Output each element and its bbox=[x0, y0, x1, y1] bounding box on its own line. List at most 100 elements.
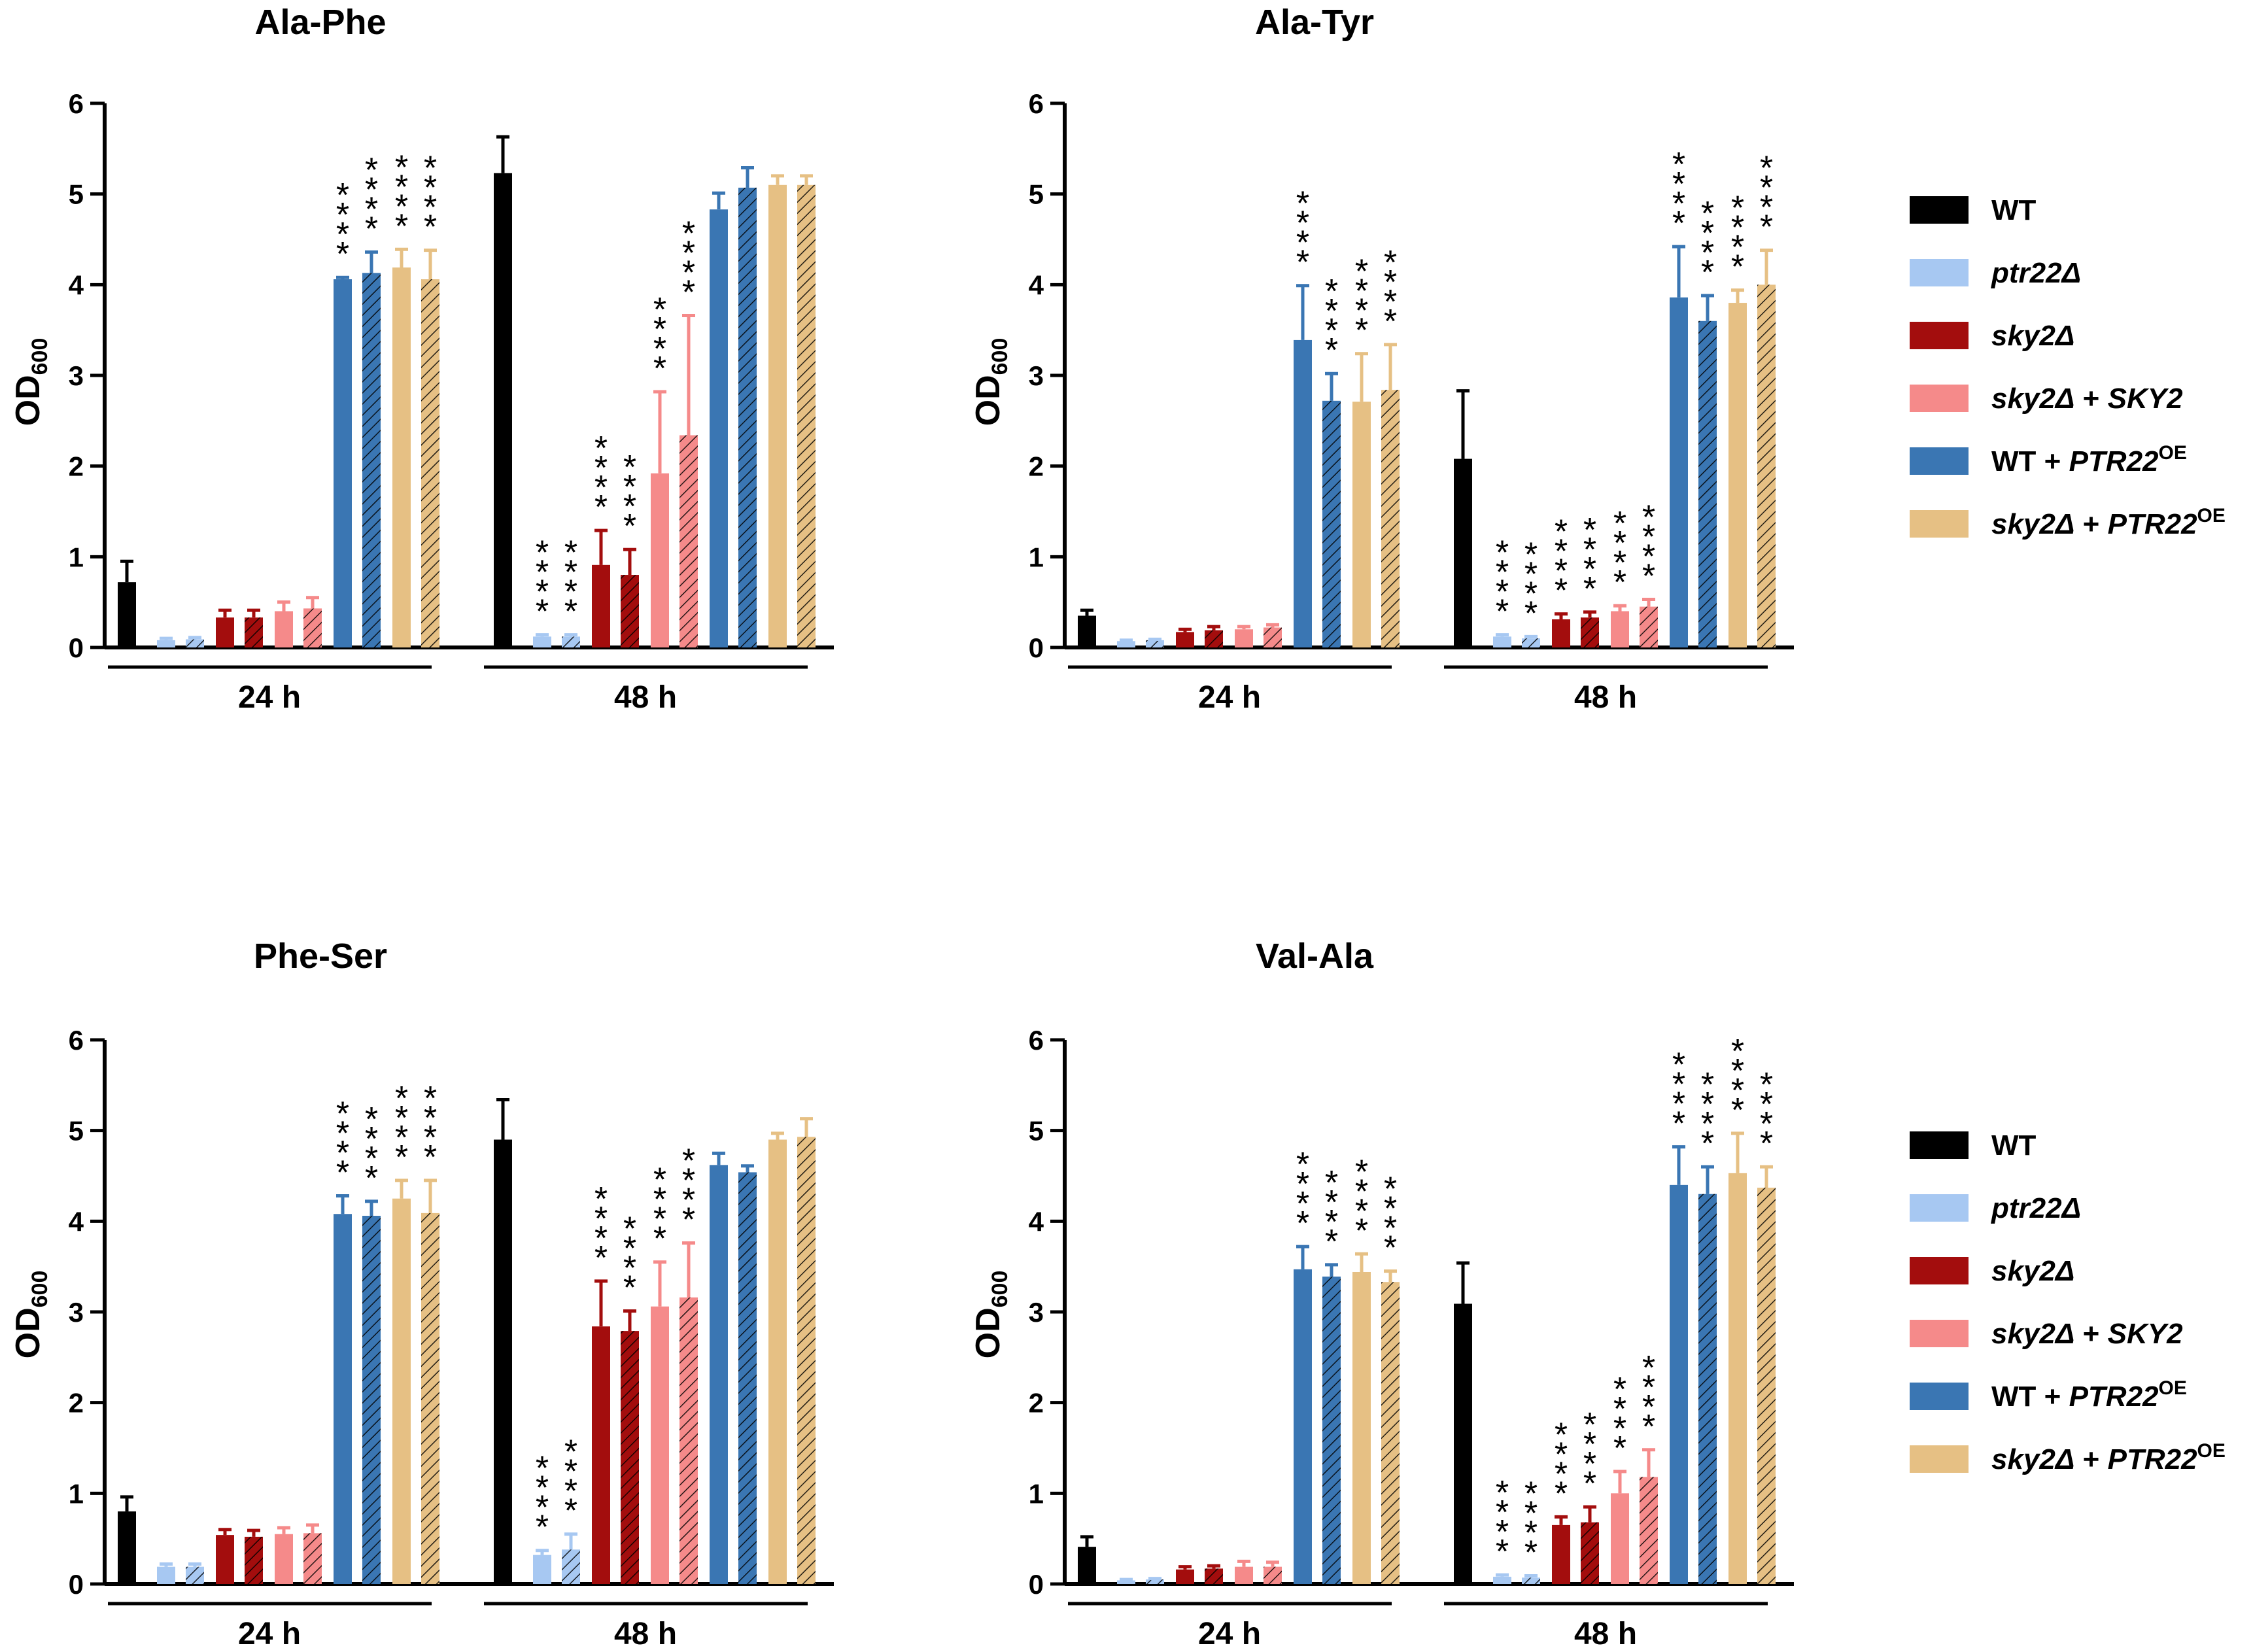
significance-stars: **** bbox=[1760, 150, 1773, 247]
bar-48-h-wt-ptr22oe bbox=[1670, 1184, 1688, 1584]
bar-24-h-sky2 bbox=[216, 1535, 234, 1584]
bar-48-h-sky2 bbox=[1552, 1524, 1570, 1584]
bar-48-h-ptr22 bbox=[533, 636, 551, 647]
panel-ala-phe: Ala-Phe OD600 0 1 2 3 4 5 6 **** **** **** **** 24 … bbox=[9, 3, 834, 715]
y-tick-label: 2 bbox=[69, 451, 84, 482]
legend-label: ptr22Δ bbox=[1991, 1192, 2081, 1224]
significance-stars: **** bbox=[1672, 1046, 1685, 1143]
chart-title: Phe-Ser bbox=[254, 937, 387, 976]
y-tick-label: 0 bbox=[69, 632, 84, 663]
plot-area: 0 1 2 3 4 5 6 **** **** **** **** 24 h **** **** **** *… bbox=[69, 1025, 834, 1651]
significance-stars: **** bbox=[623, 449, 636, 545]
bar-24-h-sky2 bbox=[216, 617, 234, 647]
y-axis-label: OD600 bbox=[969, 1271, 1012, 1359]
y-tick-label: 2 bbox=[1029, 451, 1044, 482]
bar-hatch bbox=[1757, 1188, 1776, 1584]
legend-label: WT bbox=[1991, 1129, 2037, 1162]
legend-label: sky2Δ + PTR22OE bbox=[1991, 1440, 2226, 1475]
chart-title: Ala-Phe bbox=[254, 3, 386, 42]
y-axis-label: OD600 bbox=[9, 1271, 52, 1359]
bar-24-h-sky2 bbox=[1176, 632, 1194, 647]
bar-48-h-wt bbox=[494, 1139, 512, 1584]
legend-swatch-wt bbox=[1910, 1131, 1969, 1159]
significance-stars: **** bbox=[1731, 1033, 1744, 1129]
significance-stars: **** bbox=[653, 1162, 666, 1258]
bar-24-h-sky2-ptr22oe bbox=[392, 267, 411, 647]
legend-swatch-sky2-ptr22oe bbox=[1910, 510, 1969, 538]
bar-hatch bbox=[421, 279, 439, 648]
bar-hatch bbox=[1522, 638, 1540, 647]
bar-24-h-sky2-ptr22oe bbox=[1352, 402, 1371, 647]
significance-stars: **** bbox=[564, 1434, 577, 1530]
significance-stars: **** bbox=[395, 148, 408, 245]
y-tick-label: 5 bbox=[1029, 1116, 1044, 1146]
significance-stars: **** bbox=[336, 1095, 349, 1192]
panel-val-ala: Val-Ala OD600 0 1 2 3 4 5 6 **** **** **** **** 24 … bbox=[969, 937, 1794, 1651]
y-tick-label: 4 bbox=[69, 1206, 84, 1237]
bar-hatch bbox=[245, 617, 263, 647]
bar-48-h-wt-ptr22oe bbox=[1670, 297, 1688, 647]
y-axis-label: OD600 bbox=[969, 338, 1012, 426]
legend-label: sky2Δ + SKY2 bbox=[1991, 1318, 2183, 1350]
bar-hatch bbox=[1581, 1522, 1599, 1584]
y-tick-label: 6 bbox=[1029, 88, 1044, 119]
y-tick-label: 0 bbox=[69, 1569, 84, 1600]
y-tick-label: 5 bbox=[69, 179, 84, 210]
bar-48-h-ptr22 bbox=[533, 1555, 551, 1584]
significance-stars: **** bbox=[1731, 190, 1744, 286]
legend-swatch-sky2 bbox=[1910, 1257, 1969, 1284]
significance-stars: **** bbox=[1496, 534, 1509, 631]
y-axis-label: OD600 bbox=[9, 338, 52, 426]
bar-hatch bbox=[1264, 627, 1282, 647]
bar-hatch bbox=[1581, 617, 1599, 647]
bar-hatch bbox=[1698, 320, 1717, 647]
bar-hatch bbox=[738, 1172, 757, 1584]
bar-24-h-sky2 bbox=[1176, 1569, 1194, 1584]
bar-24-h-wt-ptr22oe bbox=[334, 1214, 352, 1584]
significance-stars: **** bbox=[594, 430, 608, 526]
significance-stars: **** bbox=[336, 177, 349, 273]
legend-swatch-wt-ptr22oe bbox=[1910, 1383, 1969, 1410]
bar-24-h-wt bbox=[118, 582, 136, 647]
significance-stars: **** bbox=[1555, 1416, 1568, 1513]
bar-48-h-sky2 bbox=[592, 564, 610, 647]
legend-swatch-sky2 bbox=[1910, 322, 1969, 349]
y-tick-label: 3 bbox=[1029, 1297, 1044, 1328]
significance-stars: **** bbox=[1524, 536, 1538, 632]
significance-stars: **** bbox=[395, 1080, 408, 1177]
legend-swatch-wt bbox=[1910, 196, 1969, 224]
significance-stars: **** bbox=[594, 1180, 608, 1277]
bar-48-h-sky2-sky2 bbox=[1611, 1493, 1629, 1584]
legend-swatch-sky2-sky2 bbox=[1910, 385, 1969, 412]
y-tick-label: 0 bbox=[1029, 1569, 1044, 1600]
bar-24-h-sky2-sky2 bbox=[275, 611, 293, 647]
y-tick-label: 6 bbox=[69, 1025, 84, 1056]
y-tick-label: 4 bbox=[69, 269, 84, 300]
bar-hatch bbox=[245, 1536, 263, 1584]
y-tick-label: 5 bbox=[1029, 179, 1044, 210]
bar-24-h-wt-ptr22oe bbox=[334, 279, 352, 648]
bar-hatch bbox=[797, 184, 816, 647]
y-tick-label: 3 bbox=[1029, 360, 1044, 391]
chart-title: Val-Ala bbox=[1256, 937, 1374, 976]
legend-bottom: WT ptr22Δ sky2Δ sky2Δ + SKY2 WT + PTR22OE sky… bbox=[1910, 1129, 2226, 1475]
panel-ala-tyr: Ala-Tyr OD600 0 1 2 3 4 5 6 **** **** **** **** 24 … bbox=[969, 3, 1794, 715]
bar-48-h-sky2-ptr22oe bbox=[1728, 303, 1747, 648]
group-label-24-h: 24 h bbox=[1198, 680, 1261, 715]
bar-24-h-wt-ptr22oe bbox=[1294, 1269, 1312, 1584]
y-tick-label: 2 bbox=[69, 1388, 84, 1419]
bar-hatch bbox=[679, 1297, 698, 1584]
significance-stars: **** bbox=[1555, 513, 1568, 610]
y-tick-label: 6 bbox=[1029, 1025, 1044, 1056]
significance-stars: **** bbox=[1355, 1153, 1368, 1250]
bar-hatch bbox=[362, 1216, 381, 1584]
bar-48-h-wt bbox=[1454, 458, 1472, 647]
y-tick-label: 6 bbox=[69, 88, 84, 119]
bar-hatch bbox=[1264, 1566, 1282, 1584]
y-tick-label: 0 bbox=[1029, 632, 1044, 663]
bar-hatch bbox=[1640, 606, 1658, 647]
legend-swatch-sky2-ptr22oe bbox=[1910, 1445, 1969, 1473]
y-tick-label: 4 bbox=[1029, 1206, 1044, 1237]
group-label-48-h: 48 h bbox=[614, 680, 677, 715]
